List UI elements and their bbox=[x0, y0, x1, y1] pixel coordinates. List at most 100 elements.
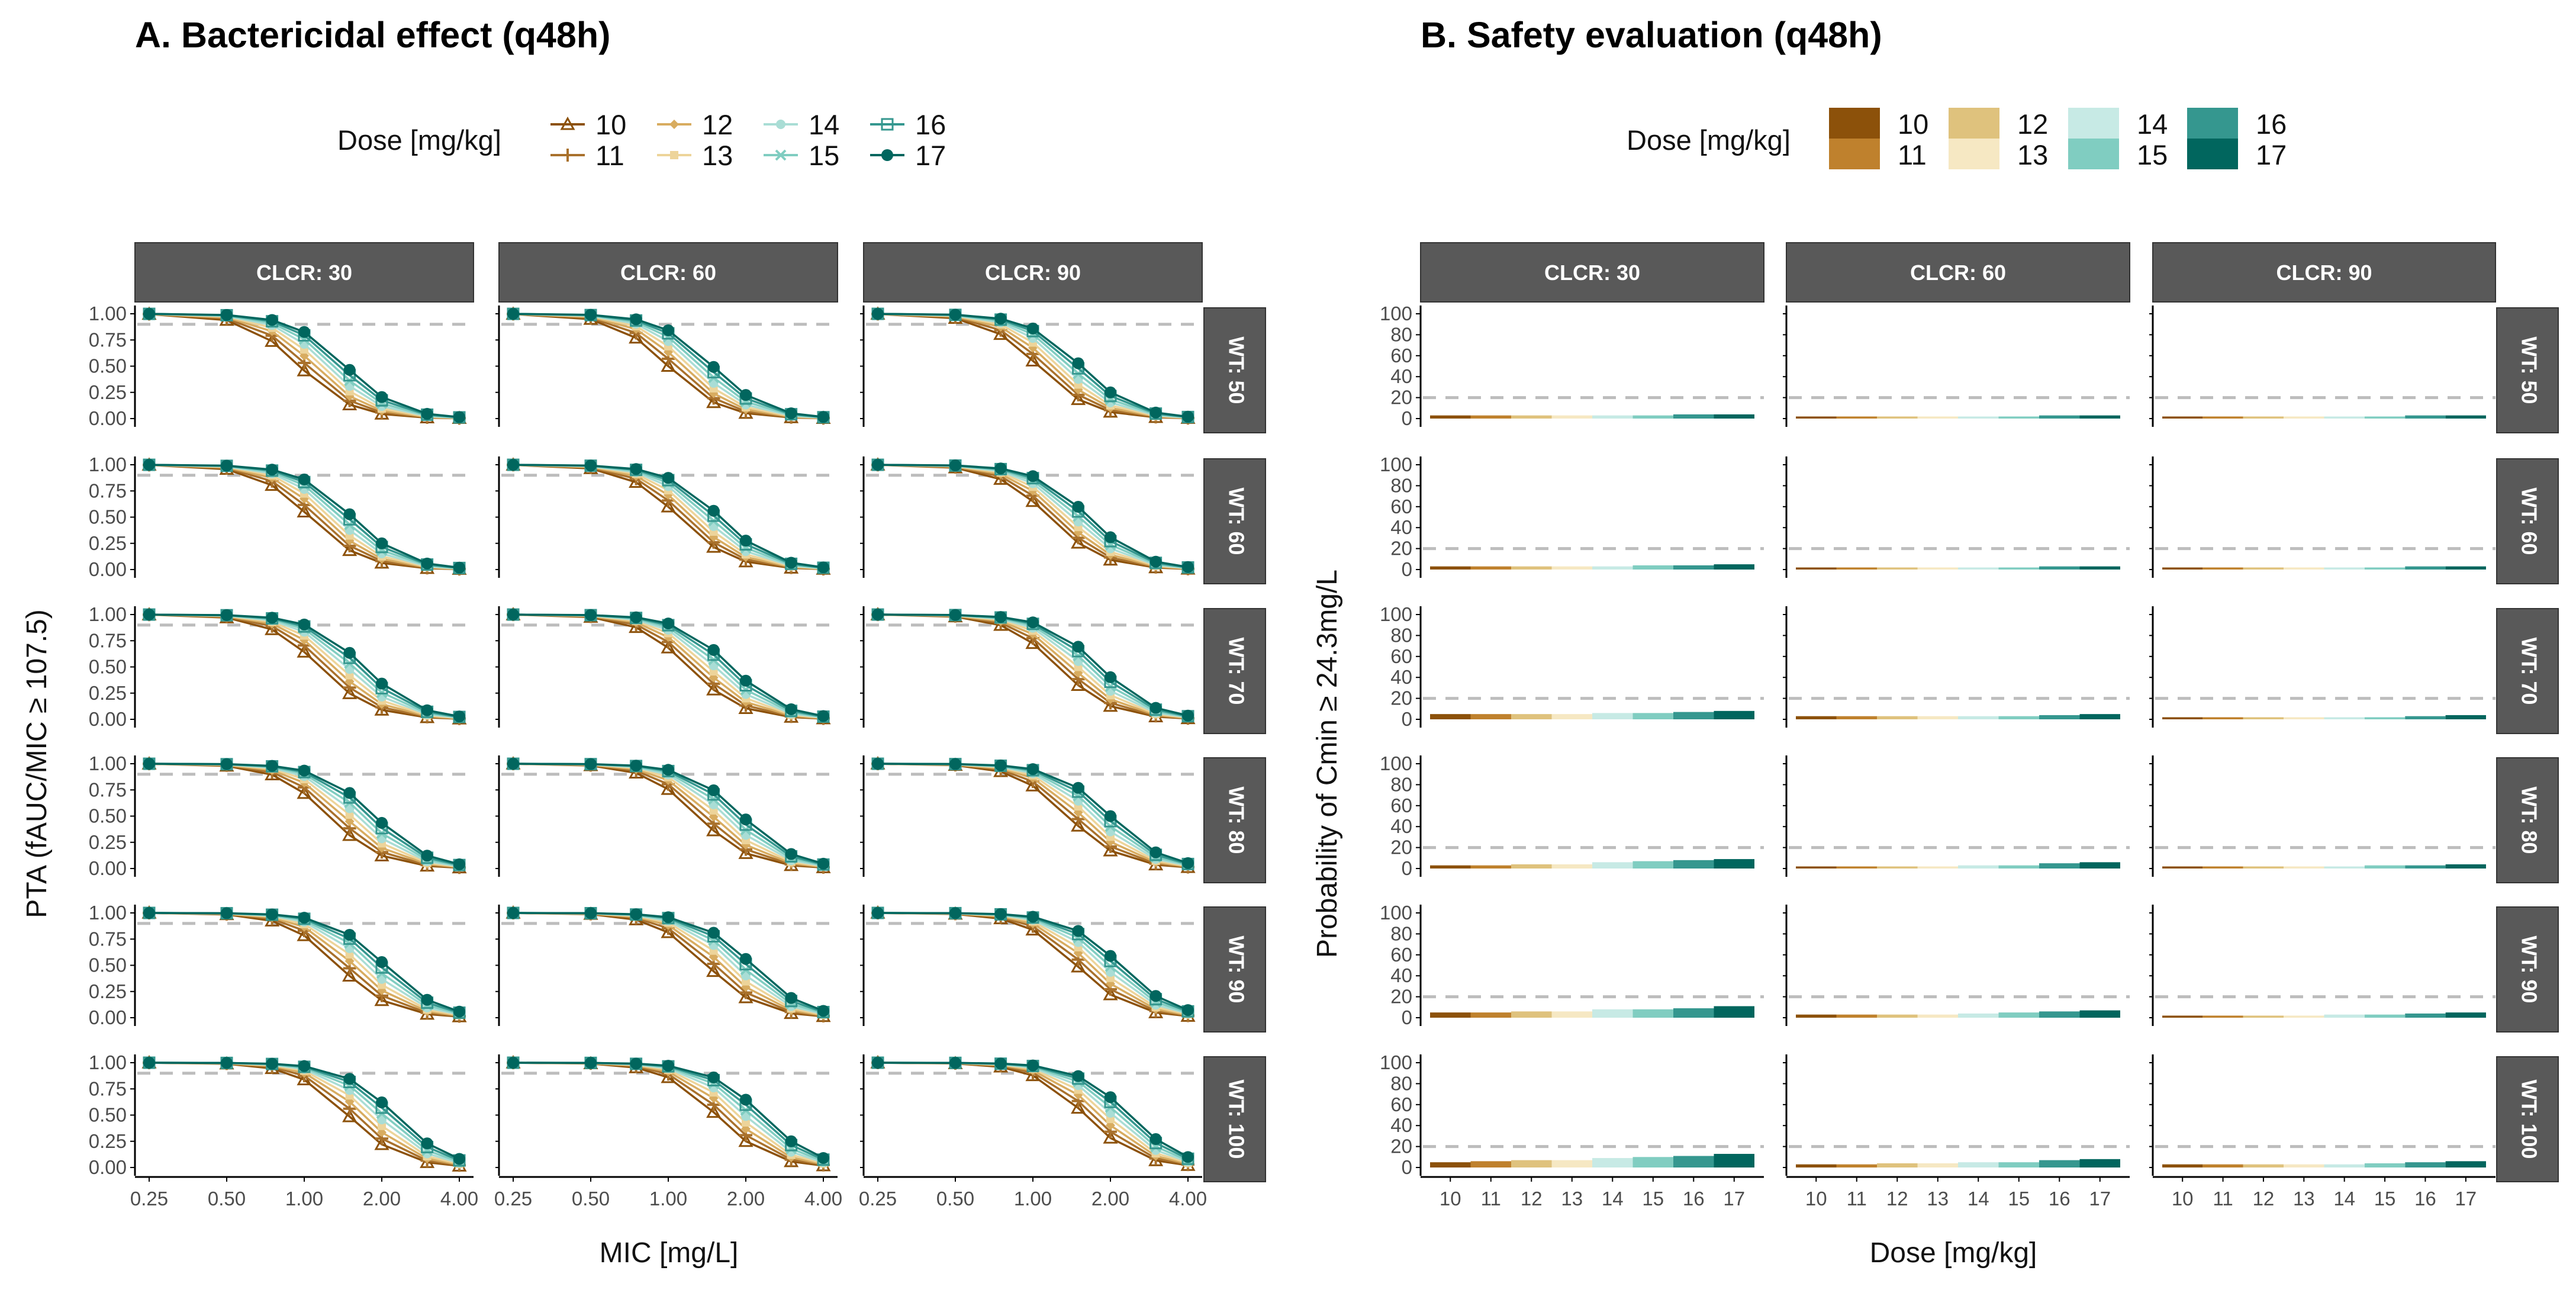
legend-key-a-marker bbox=[670, 151, 678, 159]
bar bbox=[2162, 416, 2203, 419]
data-point bbox=[817, 1152, 829, 1164]
bar bbox=[2364, 416, 2406, 419]
bar bbox=[1917, 416, 1958, 419]
series-line bbox=[877, 763, 1189, 864]
data-point bbox=[374, 1136, 389, 1150]
legend-label-a: 11 bbox=[595, 140, 624, 171]
bar bbox=[2079, 714, 2120, 719]
facet-a bbox=[860, 606, 1202, 728]
data-point bbox=[994, 313, 1007, 325]
legend-label-a: 12 bbox=[702, 109, 733, 140]
bar bbox=[1877, 567, 1918, 570]
legend-title-b: Dose [mg/kg] bbox=[1627, 124, 1791, 156]
data-point bbox=[1182, 857, 1194, 869]
data-point bbox=[661, 640, 676, 654]
x-tick-label: 13 bbox=[1927, 1188, 1949, 1210]
data-point bbox=[1071, 677, 1086, 691]
x-tick-label: 0.25 bbox=[130, 1188, 168, 1210]
x-tick-label: 17 bbox=[2089, 1188, 2111, 1210]
series-line bbox=[513, 763, 824, 865]
y-tick-label: 0 bbox=[1402, 407, 1412, 429]
data-point bbox=[707, 361, 720, 373]
data-point bbox=[507, 758, 519, 770]
bar bbox=[1470, 865, 1511, 869]
legend-key-a-marker bbox=[561, 149, 574, 162]
y-tick-label: 20 bbox=[1390, 986, 1412, 1008]
bar bbox=[1511, 1160, 1552, 1167]
y-tick-label: 0 bbox=[1402, 558, 1412, 580]
legend-key-a-marker bbox=[669, 120, 679, 129]
bar bbox=[1796, 416, 1837, 419]
y-tick-label: 0.50 bbox=[89, 506, 127, 528]
y-tick-label: 0.00 bbox=[89, 1006, 127, 1028]
bar bbox=[2243, 416, 2284, 419]
legend-key-b bbox=[2187, 139, 2238, 169]
y-tick-label: 20 bbox=[1390, 687, 1412, 709]
data-point bbox=[994, 1057, 1007, 1070]
bar bbox=[1470, 566, 1511, 570]
data-point bbox=[662, 764, 674, 776]
legend-key-b bbox=[1829, 108, 1880, 139]
facet-b: 10 11 12 13 14 15 16 17 bbox=[2149, 1054, 2496, 1210]
facet-strip-row bbox=[1203, 307, 1266, 433]
x-tick-label: 14 bbox=[1968, 1188, 1989, 1210]
facet-strip-row bbox=[1203, 1056, 1266, 1182]
facet-b bbox=[2149, 755, 2496, 877]
bar bbox=[2364, 1014, 2406, 1018]
bar bbox=[2162, 866, 2203, 869]
bar bbox=[1470, 1161, 1511, 1167]
facet-a bbox=[860, 456, 1202, 578]
data-point bbox=[706, 682, 722, 696]
facet-strip-row-label: WT: 70 bbox=[2517, 637, 2541, 705]
data-point bbox=[143, 609, 155, 621]
data-point bbox=[994, 611, 1007, 623]
y-tick-label: 1.00 bbox=[89, 1051, 127, 1073]
bar bbox=[1714, 1153, 1754, 1167]
bar bbox=[1998, 567, 2039, 570]
data-point bbox=[266, 612, 278, 624]
data-point bbox=[374, 848, 389, 861]
bar bbox=[1714, 1006, 1754, 1018]
bar bbox=[1958, 1013, 1999, 1018]
bar bbox=[1917, 866, 1958, 869]
x-tick-label: 14 bbox=[1602, 1188, 1624, 1210]
data-point bbox=[421, 993, 433, 1006]
facet-strip-row-label: WT: 60 bbox=[1224, 487, 1248, 555]
data-point bbox=[342, 1108, 358, 1122]
series-line bbox=[513, 1062, 824, 1159]
y-tick-label: 0.25 bbox=[89, 381, 127, 403]
bar bbox=[2324, 567, 2365, 570]
facet-a bbox=[860, 305, 1202, 427]
bar bbox=[1958, 865, 1999, 869]
data-point bbox=[1105, 386, 1116, 398]
bar bbox=[1592, 415, 1633, 419]
series-line bbox=[513, 313, 824, 418]
bar bbox=[1673, 1156, 1714, 1167]
bar bbox=[2405, 1162, 2446, 1167]
x-tick-label: 1.00 bbox=[649, 1188, 687, 1210]
bar bbox=[2405, 1013, 2446, 1018]
data-point bbox=[453, 561, 465, 574]
data-point bbox=[738, 845, 754, 859]
bar bbox=[1917, 1163, 1958, 1167]
data-point bbox=[707, 1071, 720, 1083]
bar bbox=[1551, 714, 1592, 719]
series-line bbox=[149, 1062, 460, 1160]
data-point bbox=[298, 912, 310, 924]
bar bbox=[2039, 1011, 2080, 1018]
legend-key-b bbox=[1829, 139, 1880, 169]
bar bbox=[2203, 717, 2243, 719]
data-point bbox=[1103, 698, 1118, 712]
bar bbox=[2405, 566, 2446, 570]
x-tick-label: 11 bbox=[1481, 1188, 1501, 1210]
y-tick-label: 80 bbox=[1390, 323, 1412, 345]
y-tick-label: 1.00 bbox=[89, 303, 127, 324]
bar bbox=[2243, 567, 2284, 570]
bar bbox=[1632, 861, 1673, 869]
data-point bbox=[1027, 322, 1039, 334]
data-point bbox=[342, 397, 358, 410]
facet-b bbox=[1783, 755, 2130, 877]
data-point bbox=[994, 462, 1007, 475]
y-tick-label: 0.75 bbox=[89, 1078, 127, 1099]
facet-strip-row bbox=[2496, 458, 2559, 584]
